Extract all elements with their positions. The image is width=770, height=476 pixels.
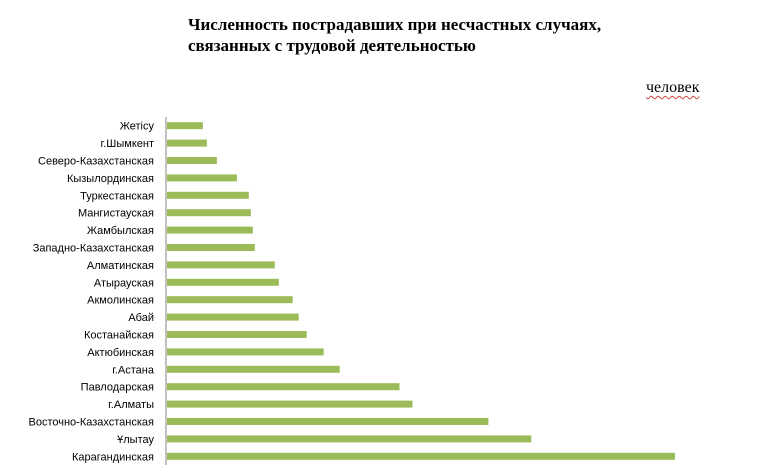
bar (167, 278, 279, 286)
bar (167, 383, 400, 391)
bar (167, 244, 255, 251)
category-label: Северо-Казахстанская (38, 156, 154, 168)
bar (167, 261, 275, 269)
category-label: Абай (128, 312, 154, 324)
category-label: г.Астана (112, 364, 155, 376)
bar (167, 331, 307, 338)
bars-group (167, 122, 675, 460)
category-label: Западно-Казахстанская (33, 243, 154, 255)
category-label: Туркестанская (80, 190, 154, 202)
category-label: Актюбинская (87, 347, 154, 359)
bar (167, 400, 413, 408)
category-label: Костанайская (84, 330, 154, 342)
category-label: Алматинская (87, 260, 154, 272)
bar (167, 418, 489, 425)
bar (167, 365, 340, 373)
category-label: Кызылординская (67, 173, 154, 185)
category-label: Восточно-Казахстанская (28, 417, 154, 429)
category-label: г.Шымкент (101, 138, 154, 150)
category-label: Жетісу (120, 121, 155, 133)
unit-label: человек (646, 79, 700, 96)
bar (167, 348, 324, 356)
bar (167, 139, 207, 147)
category-label: Жамбылская (87, 225, 154, 237)
bar (167, 435, 532, 443)
category-labels-group: Жетісу г.Шымкент Северо-Казахстанская Кызыл… (28, 121, 154, 464)
bar (167, 174, 237, 182)
bar (167, 191, 249, 199)
bar (167, 313, 299, 321)
bar (167, 296, 293, 304)
bar (167, 157, 217, 164)
category-label: Атырауская (94, 277, 154, 289)
category-label: Мангистауская (78, 208, 154, 220)
category-label: г.Алматы (108, 399, 154, 411)
category-label: Ұлытау (117, 434, 154, 446)
bar (167, 226, 253, 234)
bar (167, 122, 203, 130)
bar (167, 209, 251, 217)
bar (167, 452, 675, 460)
category-label: Павлодарская (81, 382, 154, 394)
category-label: Карагандинская (72, 451, 154, 463)
chart-title: Численность пострадавших при несчастных … (188, 15, 602, 55)
category-label: Акмолинская (87, 295, 154, 307)
